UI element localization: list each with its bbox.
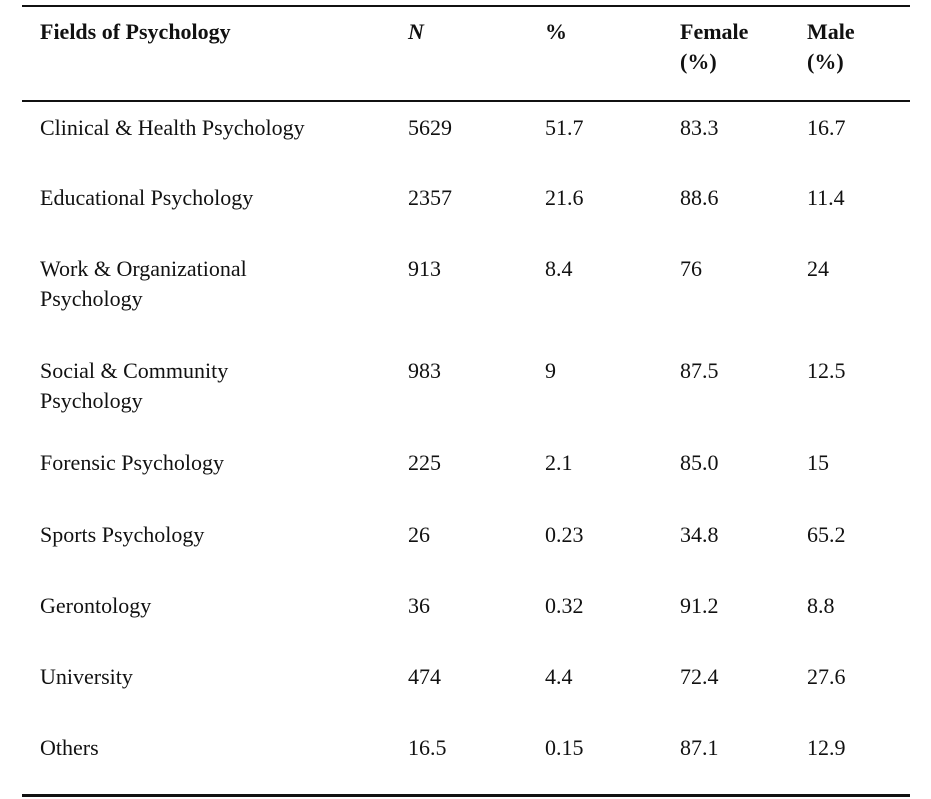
table-cell: 24	[807, 256, 829, 281]
table-cell: 83.3	[680, 115, 719, 140]
table-cell: 88.6	[680, 185, 719, 210]
table-cell: 87.1	[680, 735, 719, 760]
table-cell: 16.7	[807, 115, 846, 140]
table-cell: 5629	[408, 115, 452, 140]
table-cell: 51.7	[545, 115, 584, 140]
table-cell: 0.15	[545, 735, 584, 760]
table-cell: 2.1	[545, 450, 573, 475]
table-cell: 21.6	[545, 185, 584, 210]
table-cell: 34.8	[680, 522, 719, 547]
table-cell: 8.4	[545, 256, 573, 281]
table-cell: 12.9	[807, 735, 846, 760]
row-label: Clinical & Health Psychology	[40, 115, 305, 140]
header-cell: Female (%)	[680, 19, 749, 74]
header-cell: Male (%)	[807, 19, 855, 74]
table-cell: 0.32	[545, 593, 584, 618]
row-label: Work & Organizational Psychology	[40, 256, 247, 311]
table-cell: 8.8	[807, 593, 835, 618]
row-label: Forensic Psychology	[40, 450, 224, 475]
table-cell: 4.4	[545, 664, 573, 689]
header-cell: N	[408, 19, 424, 44]
row-label: Gerontology	[40, 593, 152, 618]
row-label: Sports Psychology	[40, 522, 205, 547]
table-cell: 36	[408, 593, 430, 618]
table-cell: 16.5	[408, 735, 447, 760]
header-rule	[22, 100, 910, 102]
table-cell: 12.5	[807, 358, 846, 383]
table-cell: 76	[680, 256, 702, 281]
row-label: Educational Psychology	[40, 185, 254, 210]
table-cell: 9	[545, 358, 556, 383]
table-cell: 2357	[408, 185, 452, 210]
top-rule	[22, 5, 910, 7]
table-cell: 72.4	[680, 664, 719, 689]
row-label: Others	[40, 735, 99, 760]
table-cell: 913	[408, 256, 441, 281]
table-cell: 225	[408, 450, 441, 475]
table-cell: 27.6	[807, 664, 846, 689]
table-cell: 65.2	[807, 522, 846, 547]
table-cell: 474	[408, 664, 441, 689]
row-label: Social & Community Psychology	[40, 358, 229, 413]
bottom-rule	[22, 794, 910, 797]
table-cell: 11.4	[807, 185, 845, 210]
table-cell: 85.0	[680, 450, 719, 475]
header-cell: %	[545, 19, 567, 44]
table-cell: 0.23	[545, 522, 584, 547]
row-label: University	[40, 664, 133, 689]
table-cell: 87.5	[680, 358, 719, 383]
table-cell: 15	[807, 450, 829, 475]
table-cell: 983	[408, 358, 441, 383]
table-cell: 91.2	[680, 593, 719, 618]
header-cell: Fields of Psychology	[40, 19, 231, 44]
table-cell: 26	[408, 522, 430, 547]
